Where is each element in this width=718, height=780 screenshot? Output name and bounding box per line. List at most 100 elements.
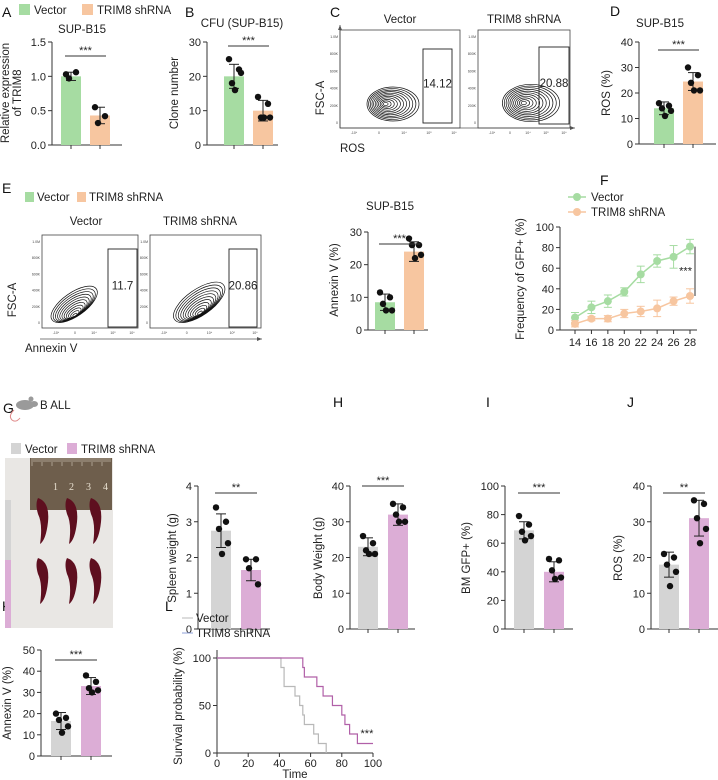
contour-line (511, 92, 544, 114)
data-point (571, 313, 579, 322)
legend-label-vector: Vector (34, 5, 67, 17)
bar-vector (61, 76, 81, 145)
data-point (401, 518, 409, 525)
panel-label-c: C (330, 4, 340, 20)
legend-g: Vector TRIM8 shRNA (11, 443, 155, 456)
y-tick-label: 200K (32, 305, 41, 309)
y-axis-label: BM GFP+ (%) (461, 522, 473, 594)
y-axis-label: Annexin V (%) (329, 243, 341, 317)
y-tick-label: 0 (338, 624, 344, 636)
y-axis-label: FSC-A (7, 282, 19, 317)
data-point (670, 554, 678, 561)
gate (538, 46, 570, 125)
data-point (64, 723, 72, 730)
data-point (702, 525, 710, 533)
significance-stars: *** (393, 233, 407, 245)
bar-vector (659, 564, 679, 629)
data-point (690, 497, 698, 504)
data-point (687, 79, 695, 87)
y-tick-label: 80 (487, 510, 499, 522)
data-point (237, 69, 245, 77)
series-vector (571, 238, 694, 324)
y-tick-label: 400K (330, 87, 339, 91)
y-axis-label: Body Weight (g) (313, 517, 325, 599)
x-tick-label: -10⁴ (489, 131, 496, 135)
gate (228, 248, 258, 328)
y-tick-label: 600K (32, 272, 41, 276)
y-tick-label: 40 (487, 567, 499, 579)
legend-label-trim8: TRIM8 shRNA (81, 444, 155, 456)
ruler-number: 3 (86, 482, 91, 493)
bar-trim8 (404, 251, 424, 330)
y-tick-label: 50 (199, 701, 211, 713)
legend-sup-b15: Vector TRIM8 shRNA (19, 4, 171, 17)
y-tick-label: 40 (621, 37, 633, 49)
y-tick-label: 800K (140, 256, 149, 260)
ruler-number: 2 (69, 482, 74, 493)
legend-swatch-trim8 (82, 4, 93, 15)
y-tick-label: 0.5 (31, 106, 46, 118)
arrow-head-icon (257, 337, 262, 341)
data-point (669, 297, 678, 306)
data-point (254, 93, 262, 101)
y-tick-label: 0.0 (31, 140, 46, 152)
panel-label-b: B (185, 4, 194, 20)
y-tick-label: 0 (639, 624, 645, 636)
data-point (411, 254, 419, 262)
y-tick-label: 10 (621, 114, 633, 126)
y-tick-label: 30 (189, 37, 201, 49)
data-point (408, 241, 416, 249)
y-tick-label: 10 (189, 106, 201, 118)
y-tick-label: 600K (140, 272, 149, 276)
y-tick-label: 1 (186, 588, 192, 600)
x-tick-label: -10⁴ (53, 331, 60, 335)
spleen-image (65, 498, 78, 544)
model-label: B ALL (40, 400, 71, 412)
data-point (620, 309, 629, 318)
y-tick-label: 0 (146, 321, 148, 325)
chart-h: 0 10 20 30 40 Body Weight (g) *** (313, 475, 415, 636)
x-tick-label: 10⁵ (426, 131, 432, 135)
y-tick-label: 10 (350, 292, 362, 304)
data-point (663, 561, 671, 568)
data-point (515, 512, 523, 520)
legend-label-vector: Vector (196, 613, 229, 625)
data-point (525, 521, 533, 528)
x-tick-label: 10⁴ (207, 331, 213, 335)
group-strip-vector (5, 500, 11, 560)
x-tick-label: 24 (651, 337, 663, 349)
data-point (620, 287, 629, 296)
y-tick-label: 100 (536, 222, 554, 234)
data-point (58, 729, 66, 736)
data-point (101, 112, 109, 120)
data-point (225, 55, 233, 63)
data-point (228, 80, 236, 87)
y-tick-label: 80 (542, 243, 554, 255)
data-point (62, 714, 70, 722)
significance-stars: ** (680, 482, 689, 494)
data-point (72, 69, 80, 76)
survival-curve-trim8 (217, 657, 373, 745)
y-tick-label: 0 (474, 121, 476, 125)
data-point (382, 307, 390, 314)
data-point (557, 574, 565, 581)
y-tick-label: 40 (542, 284, 554, 296)
y-tick-label: 40 (23, 666, 35, 678)
contour-line (503, 85, 557, 121)
y-tick-label: 4 (186, 481, 192, 493)
y-tick-label: 3 (186, 517, 192, 529)
legend-label-trim8: TRIM8 shRNA (591, 207, 665, 219)
contour-line (518, 99, 531, 107)
data-point (231, 86, 239, 94)
y-tick-label: 20 (633, 553, 645, 565)
data-point (571, 319, 579, 328)
panel-label-f: F (600, 172, 609, 188)
y-tick-label: 30 (332, 517, 344, 529)
data-point (696, 87, 704, 94)
data-point (518, 528, 526, 535)
legend-marker-vector (573, 193, 581, 201)
chart-l: 0 50 100 0 20 40 60 80 100 Time Survival probabili… (173, 613, 382, 780)
y-tick-label: 0 (29, 751, 35, 763)
